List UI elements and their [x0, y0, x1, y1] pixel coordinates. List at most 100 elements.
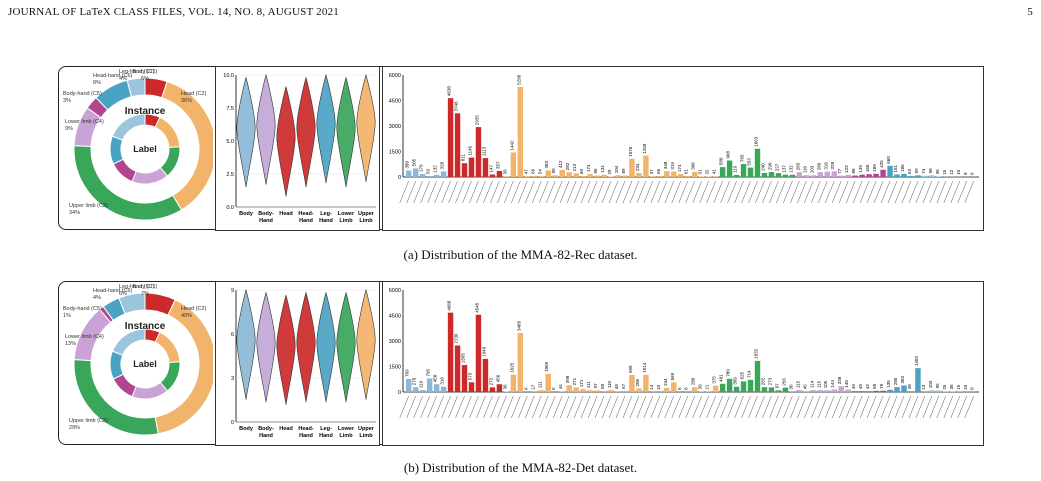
x-tick-label: Hand: [299, 433, 313, 439]
bar-value-label: 36: [935, 169, 940, 175]
bar: [838, 175, 844, 177]
bar: [538, 390, 544, 392]
bar-value-label: 290: [767, 162, 772, 170]
bar-value-label: 1949: [481, 346, 486, 357]
bar-value-label: 1585: [461, 353, 466, 364]
bar-value-label: 36: [502, 384, 507, 390]
bar-value-label: 61: [684, 168, 689, 174]
bar-value-label: 309: [733, 377, 738, 385]
x-tick-label: Body: [239, 426, 254, 432]
y-tick-label: 3000: [389, 339, 401, 345]
x-tick-label-stub: [762, 395, 772, 419]
bar-value-label: 43: [865, 384, 870, 390]
x-tick-label-stub: [699, 180, 709, 204]
bar-value-label: 54: [537, 169, 542, 175]
x-tick-label-stub: [880, 180, 891, 204]
bar-value-label: 77: [837, 168, 842, 174]
x-tick-label-stub: [462, 395, 472, 419]
x-tick-label-stub: [908, 180, 919, 204]
x-tick-label: Head: [279, 211, 292, 217]
bar-value-label: 15: [956, 384, 961, 390]
bar-value-label: 811: [461, 154, 466, 162]
x-tick-label-stub: [929, 180, 940, 204]
bar-value-label: 89: [621, 168, 626, 174]
bar-value-label: 174: [586, 164, 591, 172]
bar: [440, 386, 447, 392]
bar-value-label: 147: [488, 164, 493, 172]
bar-value-label: 10: [963, 384, 968, 390]
bar-value-label: 6: [684, 387, 689, 390]
x-tick-label-stub: [650, 180, 661, 204]
instance-label: Instance: [125, 106, 166, 117]
x-tick-label-stub: [706, 395, 716, 419]
x-tick-label: Body-: [258, 426, 274, 432]
bar-value-label: 139: [858, 165, 863, 173]
bar: [678, 174, 684, 177]
x-tick-label-stub: [866, 395, 877, 419]
bar-value-label: 714: [747, 370, 752, 378]
bar-value-label: 135: [886, 380, 891, 388]
bar-value-label: 456: [495, 374, 500, 382]
bar: [433, 384, 440, 392]
x-tick-label-stub: [713, 395, 723, 419]
violin-shape: [336, 76, 356, 188]
bar: [594, 390, 600, 392]
x-tick-label: Limb: [339, 218, 353, 224]
bar: [747, 167, 754, 177]
x-tick-label-stub: [776, 180, 786, 204]
x-tick-label-stub: [915, 395, 926, 419]
bar-value-label: 67: [621, 383, 626, 389]
x-tick-label-stub: [859, 395, 870, 419]
bar: [566, 172, 572, 177]
bar-value-label: 132: [788, 165, 793, 173]
bar-value-label: 111: [586, 381, 591, 388]
bar: [545, 170, 551, 177]
x-tick-label-stub: [608, 395, 619, 419]
bar: [845, 389, 851, 392]
donut-class-label: Upper limb (C3): [69, 203, 108, 209]
x-tick-label-stub: [413, 395, 423, 419]
donut-class-pct: 6%: [119, 291, 127, 297]
x-tick-label-stub: [420, 180, 430, 204]
x-tick-label: Lower: [338, 211, 355, 217]
x-tick-label: Hand: [259, 433, 273, 439]
bar-value-label: 105: [823, 380, 828, 388]
bar-value-label: 1069: [544, 361, 549, 372]
x-tick-label-stub: [629, 395, 640, 419]
x-tick-label-stub: [511, 180, 521, 204]
bar: [419, 173, 426, 177]
donut-class-pct: 1%: [63, 313, 71, 319]
bar-value-label: 1258: [642, 143, 647, 154]
x-tick-label-stub: [483, 395, 493, 419]
bar-value-label: 137: [781, 165, 786, 173]
bar-value-label: 1146: [468, 145, 473, 155]
bar: [803, 175, 810, 177]
x-tick-label-stub: [804, 180, 814, 204]
bar: [950, 391, 956, 392]
bar-value-label: 29: [607, 169, 612, 175]
bar-value-label: 88: [851, 168, 856, 174]
bar-value-label: 48: [907, 384, 912, 390]
bar: [573, 173, 579, 177]
bar-value-label: 1113: [481, 146, 486, 156]
y-tick-label: 3000: [389, 124, 401, 130]
bar-value-label: 282: [760, 377, 765, 385]
bar-value-label: 186: [900, 164, 905, 172]
bar-value-label: 179: [419, 164, 424, 172]
x-tick-label-stub: [831, 180, 842, 204]
bar-value-label: 97: [774, 383, 779, 389]
x-tick-label-stub: [887, 395, 898, 419]
bar-value-label: 31: [698, 169, 703, 175]
bar-value-label: 412: [558, 160, 563, 168]
x-tick-label-stub: [741, 180, 751, 204]
bar-value-label: 580: [719, 157, 724, 165]
x-tick-label-stub: [671, 180, 682, 204]
bar: [636, 388, 642, 392]
bar: [594, 175, 600, 177]
x-tick-label-stub: [922, 395, 933, 419]
x-tick-label: Hand: [319, 218, 333, 224]
y-tick-label: 1500: [389, 150, 401, 156]
bar: [901, 385, 907, 392]
bar-value-label: 505: [412, 158, 417, 166]
